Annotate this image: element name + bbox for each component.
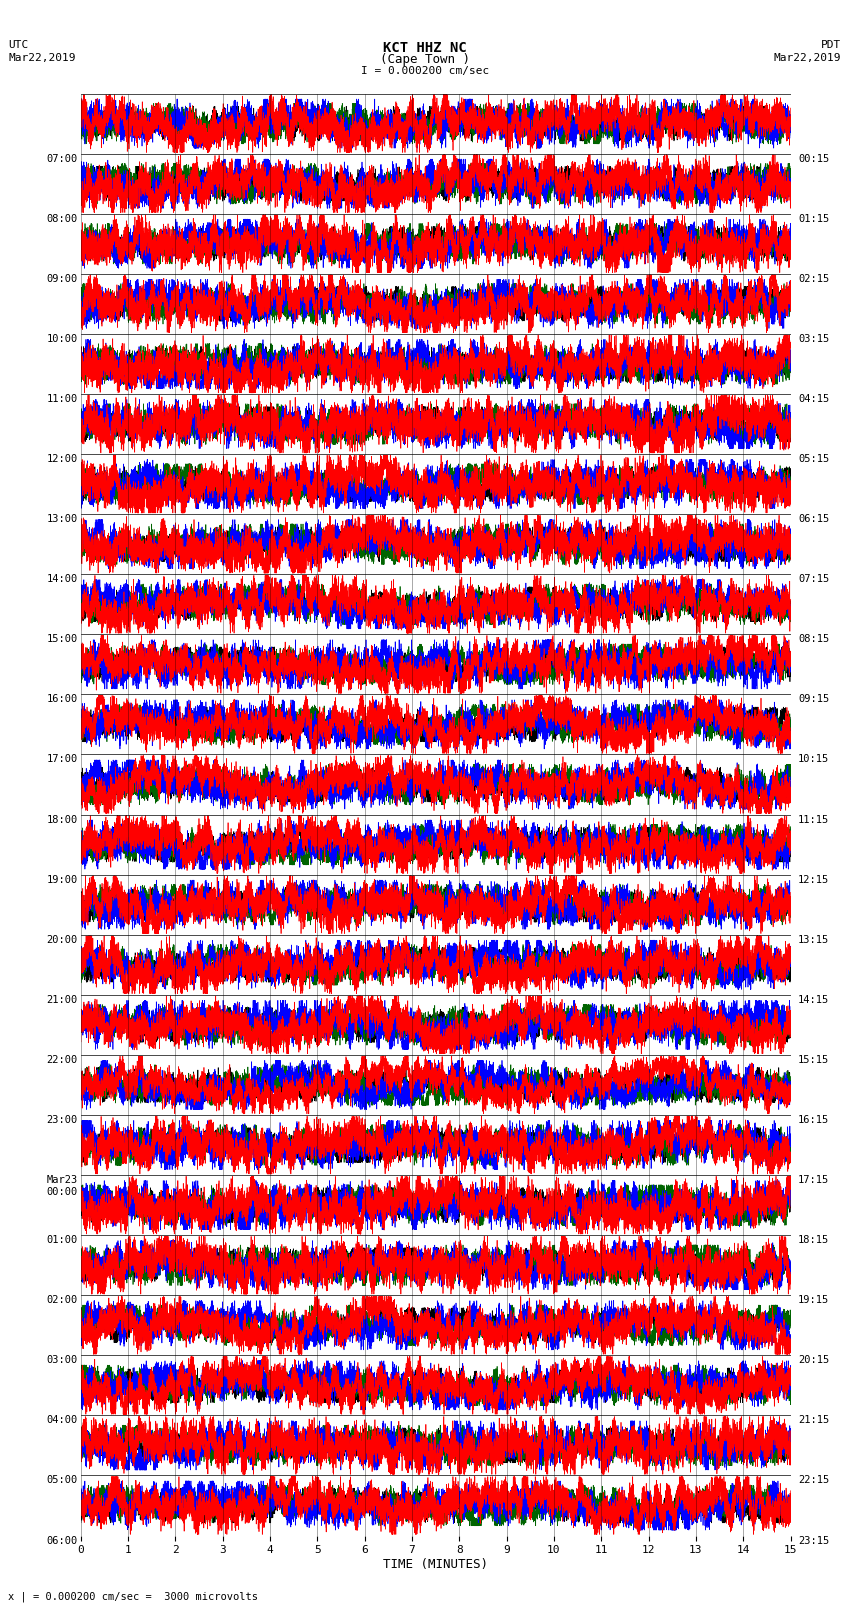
Text: KCT HHZ NC: KCT HHZ NC bbox=[383, 42, 467, 55]
Text: UTC: UTC bbox=[8, 40, 29, 50]
Text: Mar22,2019: Mar22,2019 bbox=[774, 53, 842, 63]
Text: PDT: PDT bbox=[821, 40, 842, 50]
Text: I = 0.000200 cm/sec: I = 0.000200 cm/sec bbox=[361, 66, 489, 76]
Text: (Cape Town ): (Cape Town ) bbox=[380, 53, 470, 66]
Text: x | = 0.000200 cm/sec =  3000 microvolts: x | = 0.000200 cm/sec = 3000 microvolts bbox=[8, 1592, 258, 1602]
X-axis label: TIME (MINUTES): TIME (MINUTES) bbox=[383, 1558, 488, 1571]
Text: Mar22,2019: Mar22,2019 bbox=[8, 53, 76, 63]
